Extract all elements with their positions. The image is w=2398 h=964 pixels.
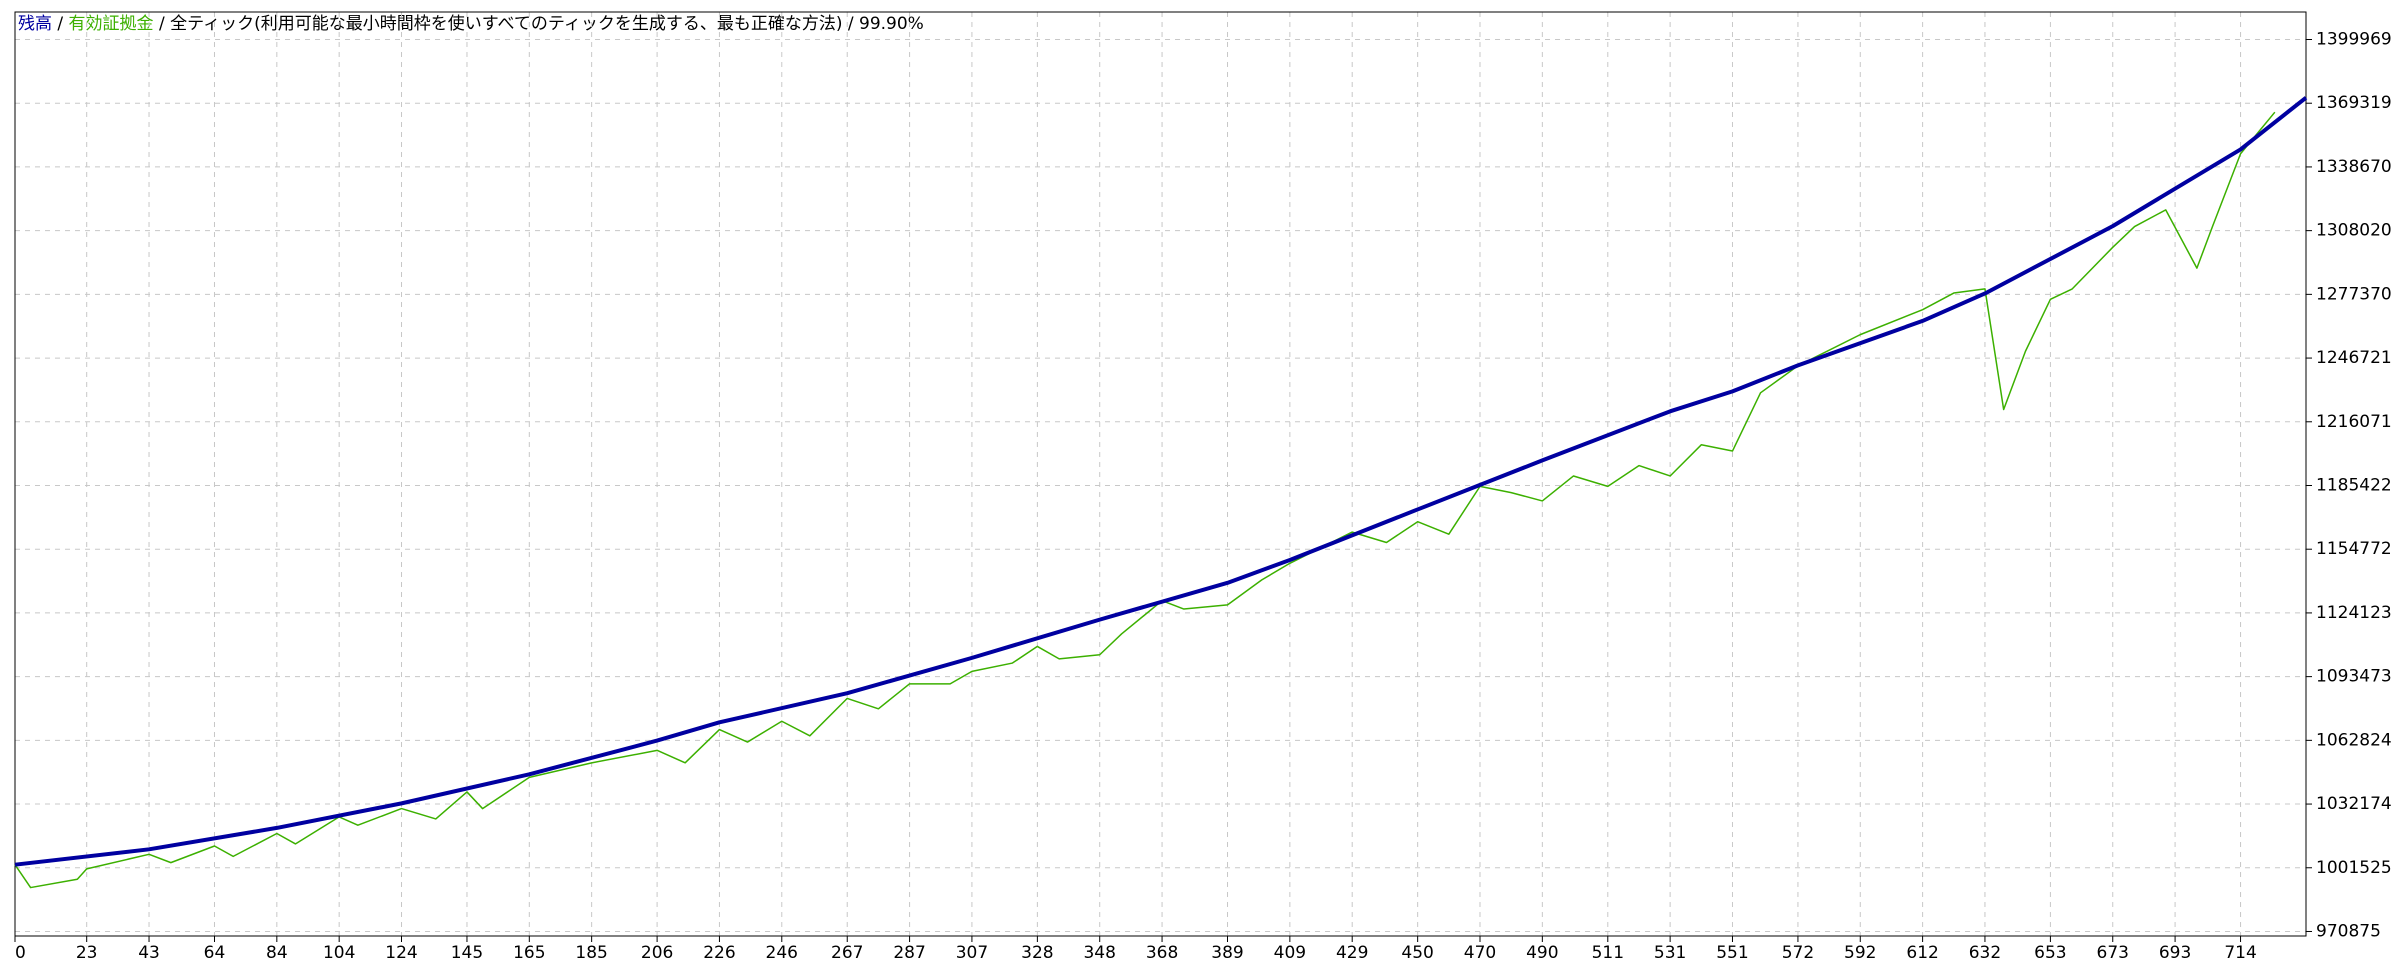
x-tick-label: 307 <box>956 943 988 963</box>
header-item: / <box>154 14 171 34</box>
x-tick-label: 267 <box>831 943 863 963</box>
x-tick-label: 429 <box>1336 943 1368 963</box>
x-tick-label: 185 <box>575 943 607 963</box>
x-tick-label: 450 <box>1401 943 1433 963</box>
y-tick-label: 1216071 <box>2316 412 2392 432</box>
y-tick-label: 970875 <box>2316 921 2381 941</box>
x-tick-label: 551 <box>1716 943 1748 963</box>
x-tick-label: 64 <box>204 943 226 963</box>
x-tick-label: 693 <box>2159 943 2191 963</box>
header-item: 残高 <box>18 14 52 34</box>
y-tick-label: 1399969 <box>2316 30 2392 50</box>
y-tick-label: 1338670 <box>2316 157 2392 177</box>
x-tick-label: 409 <box>1274 943 1306 963</box>
x-tick-label: 84 <box>266 943 288 963</box>
y-tick-label: 1001525 <box>2316 858 2392 878</box>
y-tick-label: 1062824 <box>2316 730 2392 750</box>
x-tick-label: 470 <box>1464 943 1496 963</box>
x-tick-label: 43 <box>138 943 160 963</box>
header-item: / <box>52 14 69 34</box>
series-line <box>14 96 2308 867</box>
x-tick-label: 592 <box>1844 943 1876 963</box>
x-tick-label: 572 <box>1782 943 1814 963</box>
x-tick-label: 632 <box>1969 943 2001 963</box>
y-tick-label: 1124123 <box>2316 603 2392 623</box>
x-tick-label: 490 <box>1526 943 1558 963</box>
y-tick-label: 1277370 <box>2316 284 2392 304</box>
header-item: / <box>842 14 859 34</box>
y-tick-label: 1154772 <box>2316 539 2392 559</box>
x-tick-label: 673 <box>2097 943 2129 963</box>
plot-border <box>14 11 2307 937</box>
x-tick-label: 226 <box>703 943 735 963</box>
y-tick-label: 1369319 <box>2316 93 2392 113</box>
y-tick-label: 1185422 <box>2316 475 2392 495</box>
x-tick-label: 511 <box>1592 943 1624 963</box>
x-tick-label: 145 <box>451 943 483 963</box>
x-tick-label: 328 <box>1021 943 1053 963</box>
header-item: 全ティック(利用可能な最小時間枠を使いすべてのティックを生成する、最も正確な方法… <box>170 13 842 34</box>
y-tick-label: 1308020 <box>2316 221 2392 241</box>
x-tick-label: 348 <box>1083 943 1115 963</box>
header-item: 99.90% <box>859 14 924 34</box>
x-tick-label: 124 <box>385 943 417 963</box>
y-tick-label: 1246721 <box>2316 348 2392 368</box>
x-tick-label: 165 <box>513 943 545 963</box>
x-tick-label: 246 <box>766 943 798 963</box>
x-tick-label: 368 <box>1146 943 1178 963</box>
x-tick-label: 531 <box>1654 943 1686 963</box>
y-tick-label: 1093473 <box>2316 667 2392 687</box>
y-tick-label: 1032174 <box>2316 794 2392 814</box>
x-tick-label: 389 <box>1211 943 1243 963</box>
x-tick-label: 287 <box>893 943 925 963</box>
x-tick-label: 612 <box>1906 943 1938 963</box>
x-tick-label: 23 <box>76 943 98 963</box>
x-tick-label: 206 <box>641 943 673 963</box>
x-tick-label: 653 <box>2034 943 2066 963</box>
x-tick-label: 714 <box>2224 943 2256 963</box>
header-item: 有効証拠金 <box>69 14 154 34</box>
x-tick-label: 104 <box>323 943 355 963</box>
header: 残高 / 有効証拠金 / 全ティック(利用可能な最小時間枠を使いすべてのティック… <box>18 13 924 34</box>
x-tick-label: 0 <box>15 943 26 963</box>
